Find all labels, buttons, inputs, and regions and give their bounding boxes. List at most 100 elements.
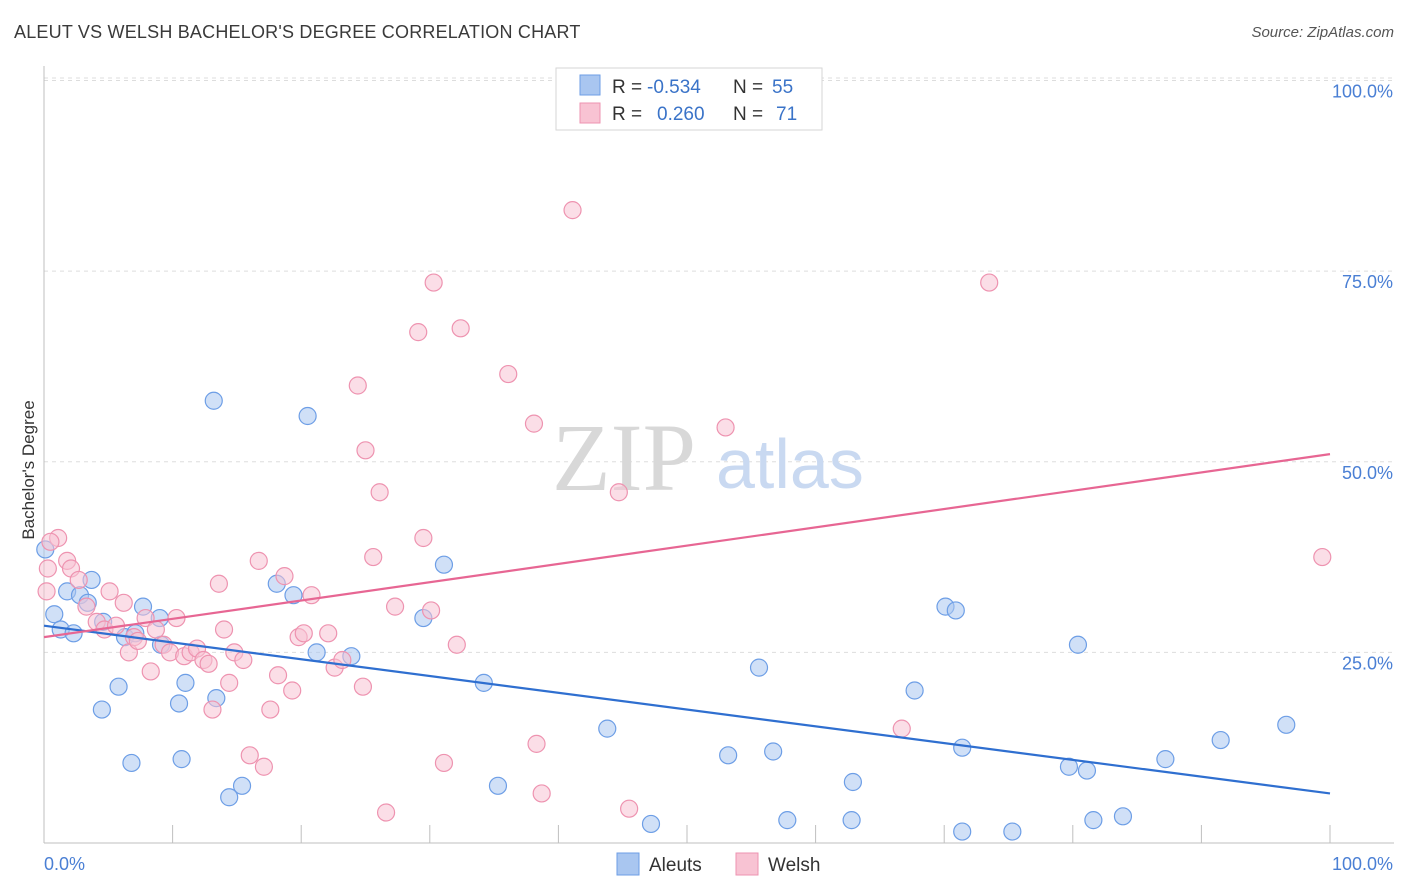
welsh-point (114, 593, 133, 612)
welsh-point (240, 746, 259, 765)
y-tick-label: 25.0% (1342, 653, 1393, 673)
welsh-point (451, 319, 470, 338)
aleuts-point (434, 555, 454, 574)
welsh-point (716, 418, 735, 437)
welsh-point (203, 700, 222, 719)
welsh-point (141, 662, 160, 681)
welsh-point (370, 483, 389, 502)
welsh-point (220, 673, 239, 692)
aleuts-point (719, 746, 738, 765)
aleuts-point (1084, 811, 1103, 830)
legend-swatch-aleuts (579, 74, 601, 96)
chart-source: Source: ZipAtlas.com (1251, 24, 1394, 41)
aleuts-point (169, 694, 189, 713)
aleuts-point (598, 719, 617, 738)
welsh-point (209, 574, 228, 593)
aleuts-point (92, 700, 111, 719)
aleuts-point (1059, 757, 1079, 776)
aleuts-point (1156, 750, 1175, 769)
welsh-point (421, 601, 441, 620)
aleuts-point (1113, 807, 1133, 826)
welsh-point (254, 757, 274, 776)
welsh-point (447, 635, 466, 654)
aleuts-point (749, 658, 769, 677)
welsh-point (302, 586, 321, 605)
aleuts-point (905, 681, 924, 700)
welsh-point (38, 559, 57, 578)
welsh-point (268, 666, 288, 685)
welsh-point (414, 528, 433, 548)
welsh-point (563, 201, 582, 220)
welsh-point (283, 681, 302, 700)
bottom-legend-label-aleuts[interactable]: Aleuts (649, 855, 702, 876)
legend-r-label-welsh: R = (612, 104, 642, 125)
aleuts-point (778, 811, 797, 830)
aleuts-point (1277, 715, 1296, 734)
watermark: ZIP atlas (552, 404, 864, 511)
watermark-atlas: atlas (716, 425, 864, 503)
legend-r-value-welsh: 0.260 (657, 104, 705, 125)
aleuts-point (1003, 822, 1022, 841)
y-tick-label: 75.0% (1342, 272, 1393, 292)
welsh-point (199, 654, 218, 673)
bottom-legend-swatch-welsh[interactable] (735, 852, 759, 876)
aleuts-point (232, 776, 252, 795)
y-tick-label: 50.0% (1342, 463, 1393, 483)
aleuts-point (109, 677, 128, 696)
aleuts-point (1211, 730, 1230, 750)
welsh-point (980, 273, 999, 292)
x-tick-label: 100.0% (1332, 854, 1393, 874)
aleuts-point (842, 811, 861, 830)
welsh-point (77, 597, 96, 616)
welsh-point (409, 323, 428, 342)
legend-r-label-aleuts: R = (612, 77, 642, 98)
x-tick-labels: 0.0% 100.0% (44, 854, 1393, 874)
welsh-point (356, 441, 375, 460)
welsh-point (1313, 547, 1332, 567)
bottom-legend-label-welsh[interactable]: Welsh (768, 855, 820, 876)
legend-swatch-welsh (579, 102, 601, 124)
welsh-point (69, 570, 88, 590)
welsh-point (234, 650, 253, 670)
points-layer (36, 201, 1332, 841)
welsh-point (294, 624, 313, 643)
legend-n-label-welsh: N = (733, 104, 763, 125)
aleuts-point (284, 586, 303, 605)
welsh-point (385, 597, 405, 616)
welsh-point (348, 376, 367, 395)
aleuts-point (220, 788, 239, 807)
aleuts-point (45, 605, 64, 624)
welsh-point (532, 784, 551, 803)
legend-n-value-aleuts: 55 (772, 77, 793, 98)
welsh-point (434, 753, 454, 773)
welsh-point (499, 364, 518, 384)
welsh-point (609, 483, 628, 502)
aleuts-point (1077, 761, 1097, 780)
bottom-legend: Aleuts Welsh (616, 852, 820, 876)
welsh-point (37, 582, 56, 601)
welsh-point (249, 551, 268, 570)
welsh-point (146, 620, 165, 639)
aleuts-point (641, 814, 661, 834)
legend-n-value-welsh: 71 (776, 104, 797, 125)
welsh-point (353, 677, 373, 696)
aleuts-point (172, 750, 191, 769)
welsh-point (41, 532, 60, 551)
aleuts-point (843, 772, 862, 792)
welsh-trend-line (43, 453, 1331, 639)
legend-n-label-aleuts: N = (733, 77, 763, 98)
legend-box: R = -0.534 N = 55 R = 0.260 N = 71 (555, 67, 823, 131)
y-axis-label: Bachelor's Degree (19, 400, 38, 539)
y-tick-labels: 25.0% 50.0% 75.0% 100.0% (1332, 82, 1393, 674)
bottom-legend-swatch-aleuts[interactable] (616, 852, 640, 876)
aleuts-point (764, 742, 783, 761)
welsh-point (524, 414, 544, 433)
aleuts-point (946, 601, 965, 620)
welsh-point (100, 582, 119, 601)
welsh-point (364, 547, 383, 567)
welsh-point (376, 803, 396, 822)
gridlines (44, 77, 1394, 653)
aleuts-point (176, 673, 195, 692)
aleuts-point (488, 776, 508, 795)
aleuts-point (204, 391, 223, 410)
